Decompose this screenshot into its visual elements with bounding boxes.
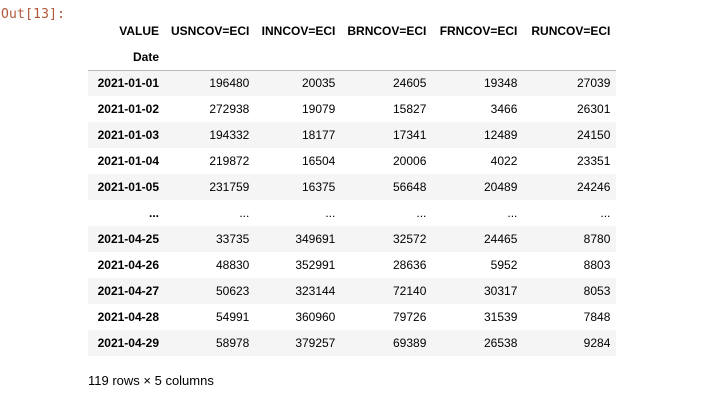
table-cell: 20489 [484, 180, 518, 194]
row-index: ... [148, 206, 159, 220]
table-cell: 26538 [484, 336, 518, 350]
table-cell: 231759 [209, 180, 250, 194]
column-header: USNCOV=ECI [171, 24, 250, 38]
table-cell: 16504 [301, 154, 336, 168]
table-cell: 20035 [301, 76, 336, 91]
table-cell: 8780 [583, 232, 611, 246]
table-row: 2021-01-04 219872 16504 20006 4022 23351 [88, 148, 617, 174]
table-cell: 9284 [583, 336, 611, 350]
table-row: 2021-04-28 54991 360960 79726 31539 7848 [88, 304, 617, 330]
empty-header-cell [165, 44, 256, 71]
table-row: 2021-01-01 196480 20035 24605 19348 27039 [88, 70, 617, 96]
table-cell: 33735 [215, 232, 250, 246]
table-cell: 50623 [215, 284, 250, 298]
row-index: 2021-01-04 [97, 154, 159, 168]
row-index: 2021-04-26 [97, 258, 159, 272]
column-header: BRNCOV=ECI [347, 24, 427, 38]
table-cell: 48830 [215, 258, 250, 272]
table-cell: 79726 [393, 310, 427, 324]
table-row: 2021-01-02 272938 19079 15827 3466 26301 [88, 96, 617, 122]
table-cell: 32572 [393, 232, 427, 246]
column-header: INNCOV=ECI [261, 24, 336, 38]
table-cell: 12489 [484, 128, 518, 142]
table-cell: 3466 [490, 102, 518, 116]
table-cell: 24246 [577, 180, 611, 194]
table-cell: 24605 [393, 76, 427, 91]
table-cell: ... [239, 206, 250, 220]
empty-header-cell [255, 44, 342, 71]
table-cell: 19079 [301, 102, 336, 116]
table-cell: 360960 [295, 310, 336, 324]
columns-name-header: VALUE [119, 24, 159, 38]
table-cell: 69389 [393, 336, 427, 350]
table-cell: 379257 [295, 336, 336, 350]
table-cell: ... [600, 206, 611, 220]
table-cell: 196480 [209, 76, 250, 91]
table-cell: 323144 [295, 284, 336, 298]
table-cell: 5952 [490, 258, 518, 272]
row-index: 2021-01-02 [97, 102, 159, 116]
table-cell: 20006 [393, 154, 427, 168]
dataframe-table: VALUE USNCOV=ECI INNCOV=ECI BRNCOV=ECI F… [88, 18, 617, 356]
table-cell: 4022 [490, 154, 518, 168]
table-cell: 23351 [577, 154, 611, 168]
table-row: 2021-04-29 58978 379257 69389 26538 9284 [88, 330, 617, 356]
table-cell: 18177 [301, 128, 336, 142]
column-header: FRNCOV=ECI [439, 24, 518, 38]
table-cell: 349691 [295, 232, 336, 246]
table-row: 2021-04-27 50623 323144 72140 30317 8053 [88, 278, 617, 304]
table-cell: 28636 [393, 258, 427, 272]
empty-header-cell [341, 44, 433, 71]
table-cell: ... [416, 206, 427, 220]
row-index: 2021-04-25 [97, 232, 159, 246]
row-index: 2021-04-28 [97, 310, 159, 324]
table-cell: 56648 [393, 180, 427, 194]
table-cell: 27039 [577, 76, 611, 91]
table-cell: 272938 [209, 102, 250, 116]
column-header-row: VALUE USNCOV=ECI INNCOV=ECI BRNCOV=ECI F… [88, 18, 616, 44]
table-row: .................. [88, 200, 617, 226]
table-cell: 16375 [301, 180, 336, 194]
table-cell: 72140 [393, 284, 427, 298]
index-name-header: Date [88, 44, 165, 71]
table-cell: 17341 [393, 128, 427, 142]
empty-header-cell [523, 44, 617, 71]
row-index: 2021-04-27 [97, 284, 159, 298]
index-header-row: Date [88, 44, 617, 71]
table-cell: 8803 [583, 258, 611, 272]
table-cell: 8053 [583, 284, 611, 298]
table-cell: 26301 [577, 102, 611, 116]
table-cell: 31539 [484, 310, 518, 324]
table-cell: 7848 [583, 310, 611, 324]
table-cell: 15827 [393, 102, 427, 116]
table-row: 2021-01-03 194332 18177 17341 12489 24150 [88, 122, 617, 148]
dataframe-shape-note: 119 rows × 5 columns [88, 373, 214, 388]
table-row: 2021-04-25 33735 349691 32572 24465 8780 [88, 226, 617, 252]
table-row: 2021-01-05 231759 16375 56648 20489 24246 [88, 174, 617, 200]
table-cell: ... [325, 206, 336, 220]
row-index: 2021-04-29 [97, 336, 159, 350]
table-cell: 24150 [577, 128, 611, 142]
table-cell: 58978 [215, 336, 250, 350]
output-prompt: Out[13]: [1, 7, 66, 22]
table-cell: 54991 [215, 310, 250, 324]
column-header: RUNCOV=ECI [531, 24, 611, 38]
table-cell: 352991 [295, 258, 336, 272]
row-index: 2021-01-05 [97, 180, 159, 194]
dataframe-output: VALUE USNCOV=ECI INNCOV=ECI BRNCOV=ECI F… [88, 18, 617, 356]
table-cell: 194332 [209, 128, 250, 142]
table-cell: ... [507, 206, 518, 220]
dataframe-body: 2021-01-01 196480 20035 24605 19348 27039 2021… [88, 70, 617, 356]
table-row: 2021-04-26 48830 352991 28636 5952 8803 [88, 252, 617, 278]
row-index: 2021-01-01 [97, 76, 159, 91]
row-index: 2021-01-03 [97, 128, 159, 142]
table-cell: 219872 [209, 154, 250, 168]
table-cell: 24465 [484, 232, 518, 246]
table-cell: 19348 [484, 76, 518, 91]
table-cell: 30317 [484, 284, 518, 298]
empty-header-cell [432, 44, 524, 71]
